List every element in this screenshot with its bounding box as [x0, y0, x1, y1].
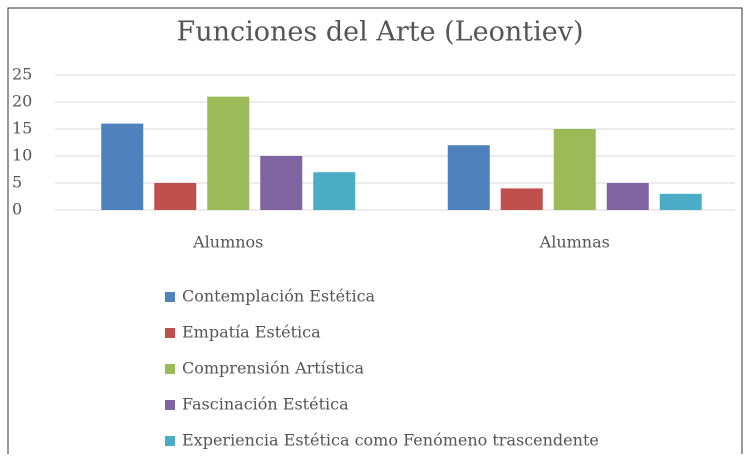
legend-swatch	[165, 328, 175, 338]
legend-label: Experiencia Estética como Fenómeno trasc…	[182, 431, 599, 450]
y-tick-label: 20	[12, 92, 32, 111]
legend-swatch	[165, 400, 175, 410]
bar	[207, 96, 250, 210]
legend-swatch	[165, 292, 175, 302]
y-tick-label: 25	[12, 65, 32, 84]
bar	[260, 156, 303, 210]
x-tick-label: Alumnas	[539, 233, 610, 252]
chart-title: Funciones del Arte (Leontiev)	[177, 17, 584, 48]
y-tick-label: 15	[12, 119, 32, 138]
legend-swatch	[165, 364, 175, 374]
legend-label: Comprensión Artística	[182, 359, 365, 378]
legend-label: Empatía Estética	[182, 323, 321, 342]
bar	[313, 172, 356, 210]
y-tick-label: 5	[12, 173, 22, 192]
bar	[101, 123, 144, 210]
bar	[500, 188, 543, 210]
bar	[606, 183, 649, 210]
legend-label: Fascinación Estética	[182, 395, 349, 414]
y-tick-label: 0	[12, 200, 22, 219]
bar	[659, 193, 702, 210]
chart-border	[7, 7, 743, 458]
legend-swatch	[165, 436, 175, 446]
bar	[447, 145, 490, 210]
legend-label: Contemplación Estética	[182, 287, 376, 306]
y-tick-label: 10	[12, 146, 32, 165]
bar	[154, 183, 197, 210]
x-tick-label: Alumnos	[192, 233, 263, 252]
bar	[553, 129, 596, 210]
